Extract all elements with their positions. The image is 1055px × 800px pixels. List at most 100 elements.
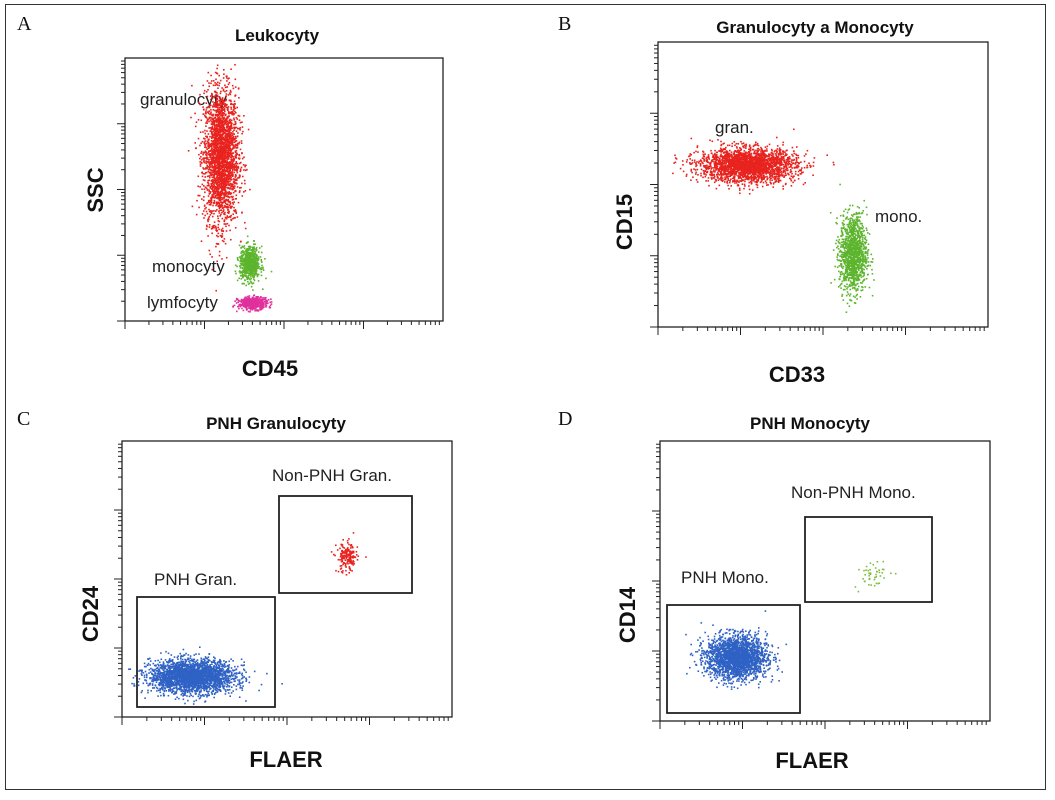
data-point bbox=[200, 142, 202, 145]
data-point bbox=[225, 155, 227, 158]
data-point bbox=[212, 140, 215, 143]
data-point bbox=[219, 165, 221, 168]
data-point bbox=[233, 100, 236, 103]
data-point bbox=[204, 143, 206, 146]
data-point bbox=[796, 161, 798, 164]
data-point bbox=[772, 153, 775, 155]
data-point bbox=[252, 270, 254, 272]
data-point bbox=[235, 161, 237, 164]
data-point bbox=[223, 212, 225, 215]
data-point bbox=[224, 223, 227, 225]
panel-b-ylabel: CD15 bbox=[612, 194, 637, 250]
data-point bbox=[726, 158, 729, 161]
data-point bbox=[207, 170, 210, 173]
data-point bbox=[211, 180, 213, 182]
data-point bbox=[257, 259, 260, 261]
data-point bbox=[232, 198, 235, 201]
data-point bbox=[270, 303, 273, 305]
data-point bbox=[230, 159, 233, 162]
data-point bbox=[751, 173, 754, 175]
data-point bbox=[751, 148, 754, 151]
data-point bbox=[214, 128, 217, 130]
data-point bbox=[720, 148, 722, 151]
data-point bbox=[252, 289, 254, 291]
data-point bbox=[230, 150, 233, 152]
data-point bbox=[783, 176, 785, 178]
data-point bbox=[224, 121, 226, 124]
data-point bbox=[760, 169, 762, 171]
data-point bbox=[215, 177, 217, 180]
data-point bbox=[223, 108, 226, 110]
data-point bbox=[222, 150, 225, 152]
data-point bbox=[217, 157, 220, 159]
data-point bbox=[213, 172, 216, 175]
data-point bbox=[229, 177, 232, 180]
data-point bbox=[219, 168, 222, 170]
data-point bbox=[226, 192, 228, 194]
data-point bbox=[218, 125, 220, 128]
data-point bbox=[739, 163, 742, 165]
data-point bbox=[212, 144, 215, 147]
data-point bbox=[239, 169, 242, 172]
data-point bbox=[795, 158, 798, 160]
data-point bbox=[784, 163, 787, 165]
data-point bbox=[210, 153, 212, 156]
data-point bbox=[218, 151, 220, 153]
data-point bbox=[229, 147, 231, 149]
data-point bbox=[215, 183, 218, 186]
data-point bbox=[733, 173, 735, 175]
data-point bbox=[242, 258, 244, 260]
data-point bbox=[247, 256, 250, 259]
data-point bbox=[218, 220, 221, 223]
data-point bbox=[251, 298, 254, 300]
data-point bbox=[264, 303, 267, 306]
data-point bbox=[223, 180, 226, 183]
data-point bbox=[217, 128, 219, 130]
panel-letter-d: D bbox=[558, 408, 572, 430]
data-point bbox=[216, 138, 218, 140]
data-point bbox=[223, 103, 225, 105]
data-point bbox=[239, 260, 241, 263]
data-point bbox=[234, 179, 237, 182]
data-point bbox=[253, 276, 255, 278]
data-point bbox=[213, 166, 216, 168]
data-point bbox=[769, 179, 771, 181]
data-point bbox=[223, 127, 225, 130]
data-point bbox=[228, 125, 230, 128]
data-point bbox=[787, 156, 790, 159]
data-point bbox=[240, 142, 243, 144]
data-point bbox=[214, 159, 216, 162]
data-point bbox=[218, 130, 220, 132]
data-point bbox=[214, 115, 217, 117]
data-point bbox=[221, 117, 224, 119]
data-point bbox=[240, 240, 242, 243]
data-point bbox=[224, 173, 227, 176]
data-point bbox=[208, 175, 210, 177]
data-point bbox=[235, 166, 237, 168]
data-point bbox=[219, 101, 221, 103]
data-point bbox=[256, 296, 258, 298]
data-point bbox=[211, 145, 213, 148]
data-point bbox=[203, 151, 205, 154]
data-point bbox=[230, 141, 233, 144]
data-point bbox=[230, 219, 233, 222]
data-point bbox=[215, 78, 217, 81]
data-point bbox=[222, 133, 224, 136]
data-point bbox=[224, 151, 226, 153]
data-point bbox=[779, 159, 781, 161]
data-point bbox=[213, 161, 216, 163]
data-point bbox=[753, 174, 755, 176]
data-point bbox=[256, 274, 259, 277]
data-point bbox=[262, 269, 265, 271]
data-point bbox=[216, 103, 219, 105]
data-point bbox=[210, 116, 212, 119]
data-point bbox=[256, 257, 258, 260]
data-point bbox=[766, 175, 768, 178]
data-point bbox=[759, 153, 762, 155]
data-point bbox=[733, 141, 736, 143]
data-point bbox=[207, 139, 209, 141]
data-point bbox=[217, 235, 219, 238]
data-point bbox=[784, 174, 786, 177]
data-point bbox=[255, 270, 258, 272]
data-point bbox=[236, 162, 239, 165]
